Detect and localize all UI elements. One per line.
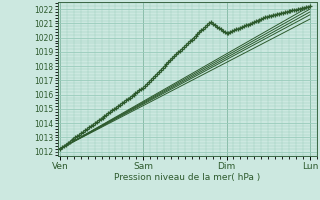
- X-axis label: Pression niveau de la mer( hPa ): Pression niveau de la mer( hPa ): [114, 173, 260, 182]
